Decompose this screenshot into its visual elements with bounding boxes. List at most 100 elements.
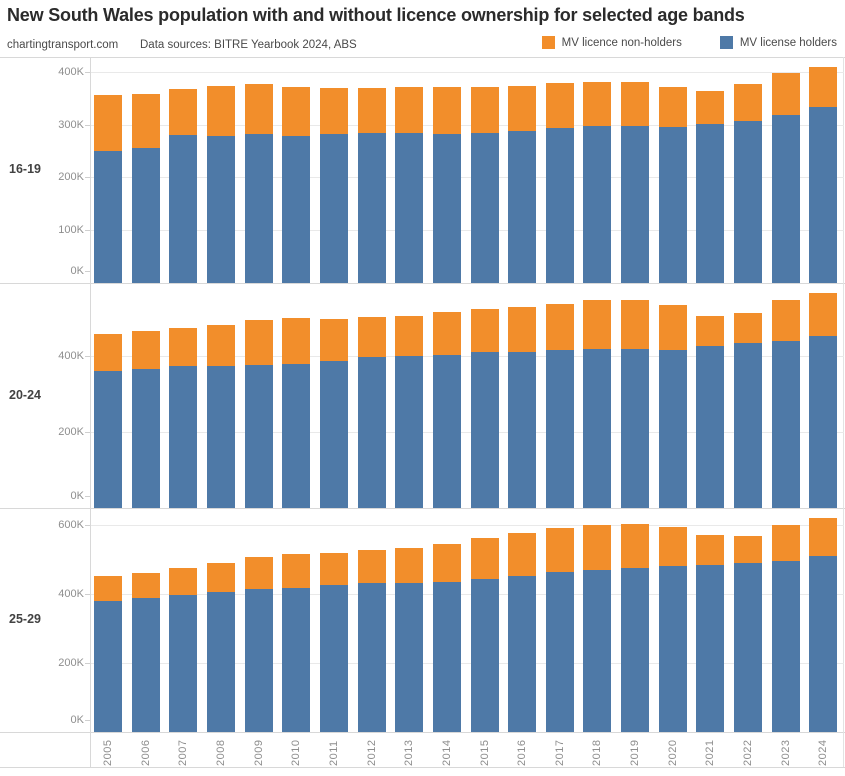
bar-16-19-2022[interactable] bbox=[734, 84, 762, 283]
bar-segment-non-holders[interactable] bbox=[621, 82, 649, 126]
bar-segment-holders[interactable] bbox=[583, 349, 611, 508]
bar-segment-holders[interactable] bbox=[809, 556, 837, 732]
bar-20-24-2009[interactable] bbox=[245, 320, 273, 508]
bar-16-19-2005[interactable] bbox=[94, 95, 122, 283]
bar-segment-non-holders[interactable] bbox=[132, 94, 160, 148]
bar-segment-non-holders[interactable] bbox=[282, 554, 310, 588]
bar-segment-non-holders[interactable] bbox=[583, 300, 611, 349]
bar-segment-holders[interactable] bbox=[282, 364, 310, 508]
bar-16-19-2010[interactable] bbox=[282, 87, 310, 283]
bar-segment-non-holders[interactable] bbox=[508, 533, 536, 576]
bar-16-19-2007[interactable] bbox=[169, 89, 197, 283]
bar-segment-holders[interactable] bbox=[245, 365, 273, 508]
bar-segment-holders[interactable] bbox=[809, 107, 837, 283]
bar-segment-non-holders[interactable] bbox=[659, 305, 687, 350]
bar-segment-holders[interactable] bbox=[395, 356, 423, 508]
bar-segment-non-holders[interactable] bbox=[508, 86, 536, 131]
bar-20-24-2021[interactable] bbox=[696, 316, 724, 508]
bar-20-24-2022[interactable] bbox=[734, 313, 762, 508]
bar-20-24-2012[interactable] bbox=[358, 317, 386, 508]
bar-segment-holders[interactable] bbox=[169, 595, 197, 732]
bar-16-19-2012[interactable] bbox=[358, 88, 386, 283]
bar-16-19-2016[interactable] bbox=[508, 86, 536, 283]
bar-segment-holders[interactable] bbox=[395, 133, 423, 283]
bar-segment-holders[interactable] bbox=[772, 341, 800, 508]
bar-segment-holders[interactable] bbox=[621, 126, 649, 283]
bar-segment-holders[interactable] bbox=[583, 126, 611, 283]
bar-segment-non-holders[interactable] bbox=[245, 557, 273, 589]
bar-segment-holders[interactable] bbox=[546, 128, 574, 283]
bar-segment-non-holders[interactable] bbox=[282, 87, 310, 136]
bar-segment-holders[interactable] bbox=[809, 336, 837, 508]
bar-25-29-2006[interactable] bbox=[132, 573, 160, 732]
bar-16-19-2020[interactable] bbox=[659, 87, 687, 283]
bar-20-24-2017[interactable] bbox=[546, 304, 574, 508]
bar-segment-holders[interactable] bbox=[659, 350, 687, 508]
bar-25-29-2017[interactable] bbox=[546, 528, 574, 732]
bar-25-29-2012[interactable] bbox=[358, 550, 386, 732]
bar-20-24-2006[interactable] bbox=[132, 331, 160, 508]
bar-20-24-2023[interactable] bbox=[772, 300, 800, 508]
bar-segment-holders[interactable] bbox=[169, 135, 197, 283]
bar-segment-holders[interactable] bbox=[358, 133, 386, 283]
bar-16-19-2011[interactable] bbox=[320, 88, 348, 283]
bar-segment-non-holders[interactable] bbox=[772, 300, 800, 341]
bar-segment-non-holders[interactable] bbox=[809, 67, 837, 107]
bar-16-19-2024[interactable] bbox=[809, 67, 837, 283]
bar-segment-non-holders[interactable] bbox=[433, 544, 461, 582]
bar-segment-holders[interactable] bbox=[696, 346, 724, 508]
bar-segment-holders[interactable] bbox=[734, 343, 762, 508]
bar-segment-holders[interactable] bbox=[546, 572, 574, 732]
bar-segment-non-holders[interactable] bbox=[772, 73, 800, 115]
bar-segment-non-holders[interactable] bbox=[358, 317, 386, 357]
bar-segment-non-holders[interactable] bbox=[94, 95, 122, 151]
bar-segment-non-holders[interactable] bbox=[546, 528, 574, 572]
bar-25-29-2008[interactable] bbox=[207, 563, 235, 732]
bar-20-24-2011[interactable] bbox=[320, 319, 348, 508]
bar-segment-non-holders[interactable] bbox=[169, 568, 197, 595]
bar-16-19-2006[interactable] bbox=[132, 94, 160, 283]
bar-segment-non-holders[interactable] bbox=[358, 88, 386, 133]
bar-segment-non-holders[interactable] bbox=[395, 87, 423, 133]
bar-segment-holders[interactable] bbox=[94, 601, 122, 732]
bar-20-24-2018[interactable] bbox=[583, 300, 611, 508]
bar-segment-non-holders[interactable] bbox=[358, 550, 386, 583]
bar-segment-non-holders[interactable] bbox=[659, 527, 687, 566]
bar-segment-non-holders[interactable] bbox=[94, 334, 122, 371]
bar-16-19-2017[interactable] bbox=[546, 83, 574, 283]
bar-segment-non-holders[interactable] bbox=[621, 524, 649, 568]
bar-16-19-2021[interactable] bbox=[696, 91, 724, 283]
bar-25-29-2015[interactable] bbox=[471, 538, 499, 732]
bar-segment-holders[interactable] bbox=[433, 134, 461, 283]
legend-item-non-holders[interactable]: MV licence non-holders bbox=[541, 36, 682, 49]
bar-segment-non-holders[interactable] bbox=[471, 87, 499, 133]
bar-20-24-2008[interactable] bbox=[207, 325, 235, 508]
bar-segment-holders[interactable] bbox=[546, 350, 574, 508]
bar-segment-holders[interactable] bbox=[132, 369, 160, 508]
bar-segment-non-holders[interactable] bbox=[207, 563, 235, 592]
bar-segment-holders[interactable] bbox=[94, 151, 122, 283]
bar-segment-holders[interactable] bbox=[508, 576, 536, 732]
bar-segment-non-holders[interactable] bbox=[395, 548, 423, 583]
bar-segment-non-holders[interactable] bbox=[583, 82, 611, 126]
bar-25-29-2019[interactable] bbox=[621, 524, 649, 732]
bar-segment-holders[interactable] bbox=[508, 131, 536, 283]
bar-20-24-2007[interactable] bbox=[169, 328, 197, 508]
bar-16-19-2018[interactable] bbox=[583, 82, 611, 283]
bar-segment-non-holders[interactable] bbox=[433, 87, 461, 134]
bar-segment-holders[interactable] bbox=[320, 361, 348, 508]
bar-segment-holders[interactable] bbox=[659, 127, 687, 283]
bar-20-24-2005[interactable] bbox=[94, 334, 122, 508]
bar-segment-holders[interactable] bbox=[433, 582, 461, 732]
bar-segment-holders[interactable] bbox=[583, 570, 611, 732]
bar-20-24-2024[interactable] bbox=[809, 293, 837, 508]
bar-segment-holders[interactable] bbox=[471, 133, 499, 283]
bar-25-29-2009[interactable] bbox=[245, 557, 273, 732]
bar-segment-holders[interactable] bbox=[245, 589, 273, 732]
bar-segment-holders[interactable] bbox=[471, 352, 499, 508]
bar-25-29-2023[interactable] bbox=[772, 525, 800, 732]
bar-segment-holders[interactable] bbox=[395, 583, 423, 732]
bar-segment-holders[interactable] bbox=[772, 115, 800, 283]
bar-segment-non-holders[interactable] bbox=[583, 525, 611, 570]
bar-25-29-2011[interactable] bbox=[320, 553, 348, 732]
